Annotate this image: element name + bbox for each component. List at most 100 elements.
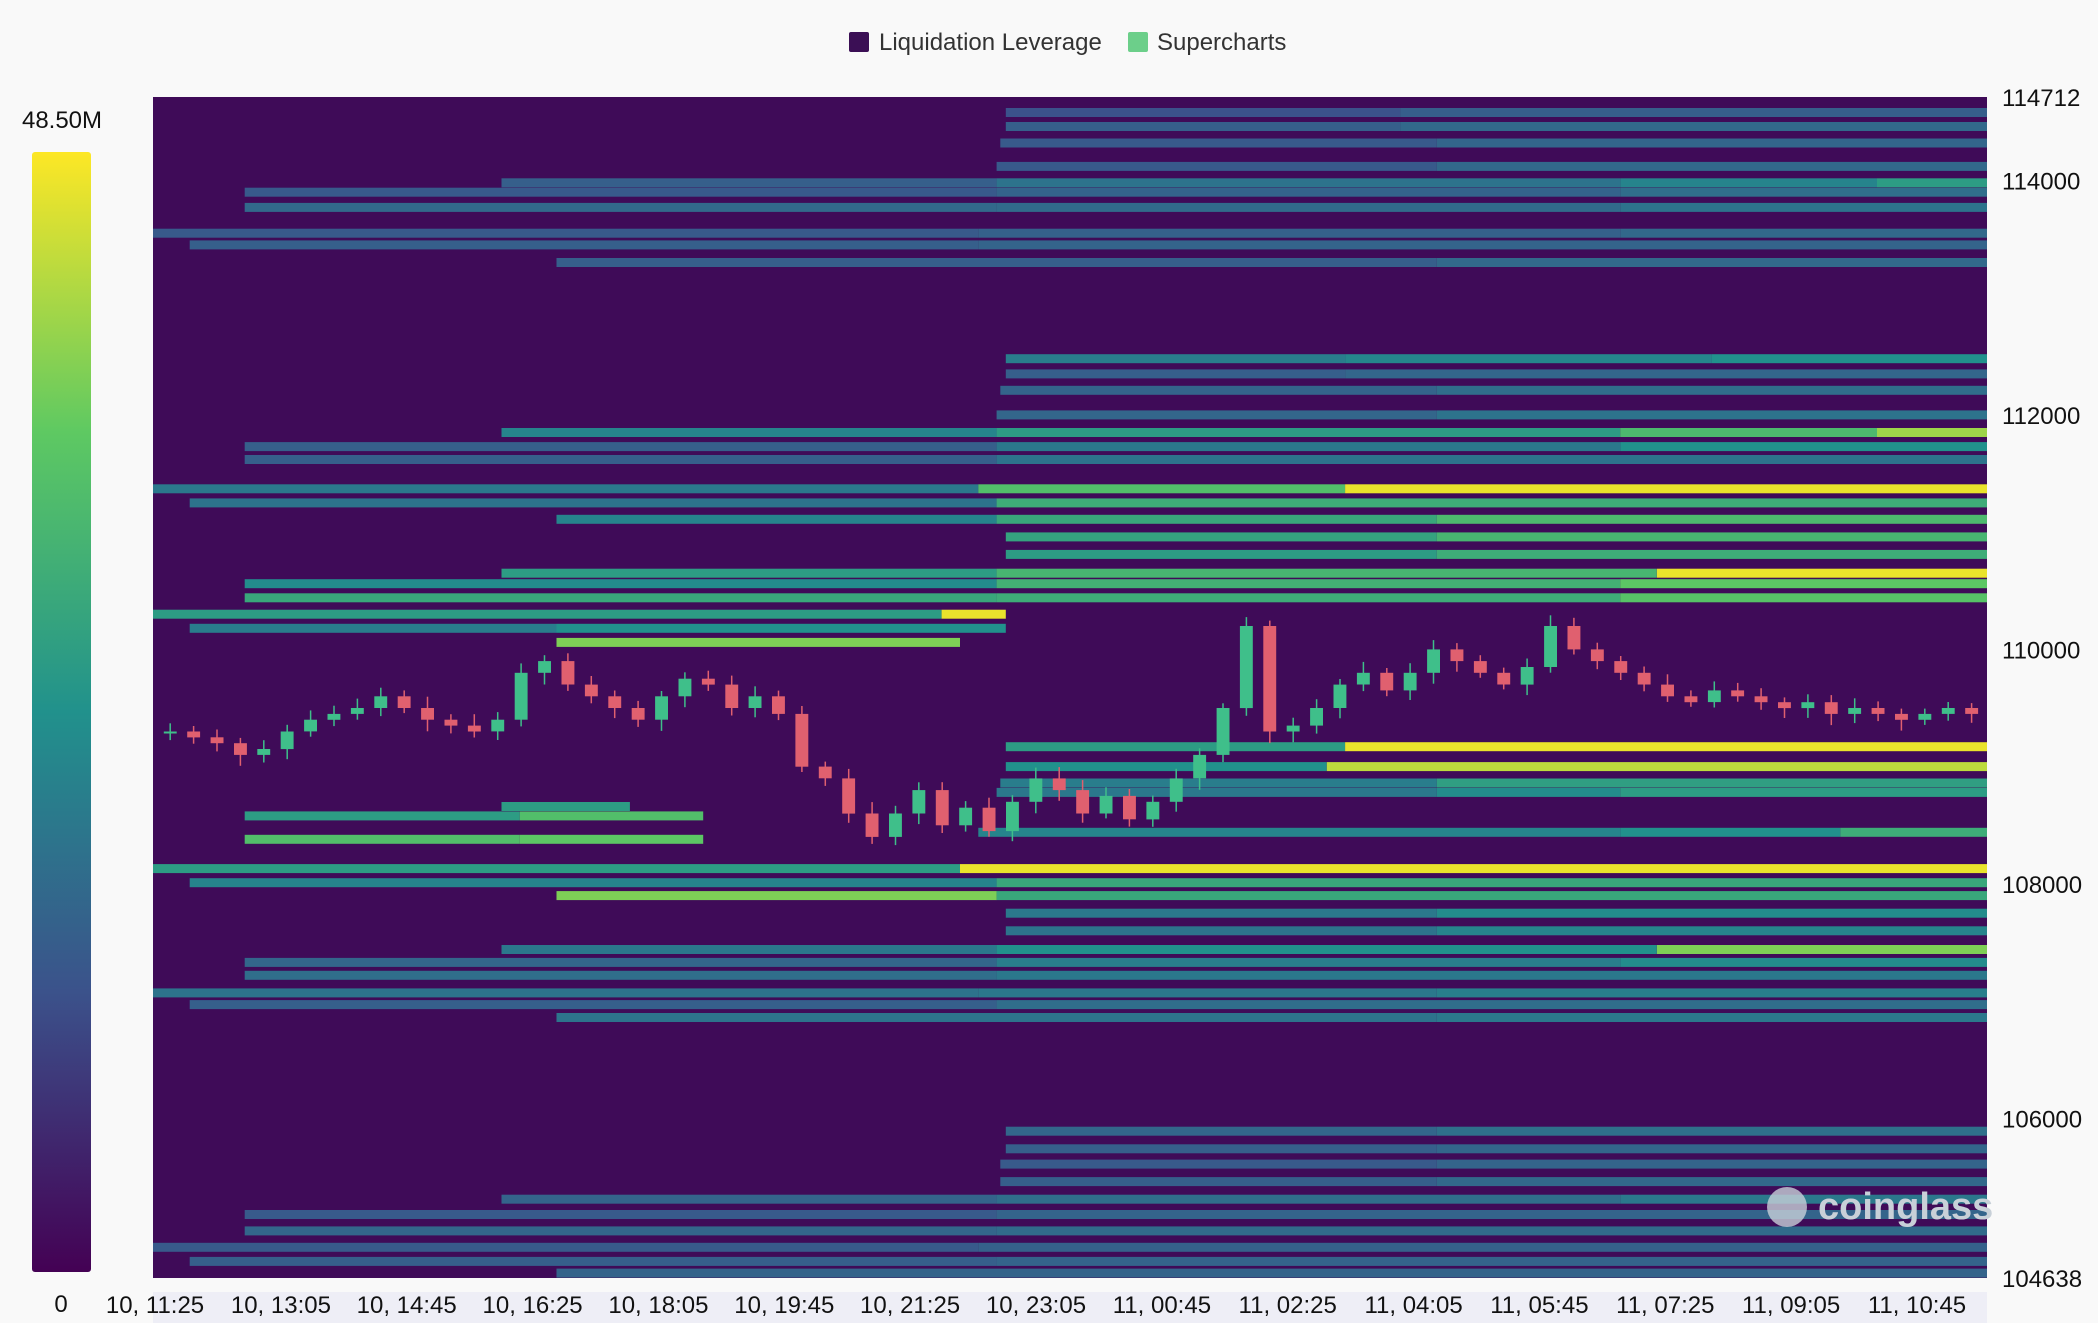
heatmap-band-segment [996, 593, 1621, 603]
candle-body [1614, 661, 1628, 673]
heatmap-background [153, 97, 1987, 1278]
heatmap-band-segment [1005, 532, 1437, 542]
candle-body [1427, 649, 1440, 673]
candle-body [1754, 696, 1768, 703]
heatmap-band-segment [1436, 787, 1621, 797]
heatmap-band-segment [1436, 926, 1987, 936]
candle-body [1848, 708, 1862, 714]
heatmap-band-segment [189, 1256, 997, 1266]
candle-body [1801, 702, 1815, 709]
candle-body [1052, 778, 1066, 791]
heatmap-band-segment [996, 957, 1621, 967]
candle-body [374, 696, 388, 708]
candle-body [210, 737, 224, 744]
heatmap-band-segment [244, 1210, 997, 1219]
y-tick-label: 112000 [2002, 403, 2080, 430]
candle-body [795, 713, 809, 767]
heatmap-band-segment [978, 827, 1621, 837]
candle-body [1333, 684, 1347, 708]
heatmap-band-segment [1436, 1177, 1987, 1187]
candle-body [1895, 713, 1908, 720]
heatmap-band-segment [1005, 742, 1346, 752]
candle-body [514, 672, 528, 720]
candle-body [1310, 708, 1323, 726]
heatmap-band-segment [244, 970, 997, 980]
watermark-logo-icon [1767, 1187, 1807, 1227]
heatmap-band-segment [244, 187, 997, 197]
candle-body [280, 731, 294, 750]
candle-body [1661, 684, 1674, 697]
heatmap-band-segment [556, 637, 960, 647]
x-tick-label: 10, 13:05 [231, 1292, 331, 1319]
watermark: coinglass [1767, 1186, 1993, 1228]
heatmap-band-segment [996, 178, 1621, 188]
heatmap-band-segment [996, 187, 1621, 197]
candle-body [1871, 708, 1885, 714]
heatmap-band-segment [244, 1226, 997, 1236]
heatmap-band-segment [501, 568, 997, 578]
candle-body [1778, 702, 1791, 709]
heatmap-band-segment [996, 442, 1621, 452]
candle-body [1473, 661, 1487, 673]
heatmap-band-segment [1400, 122, 1987, 131]
heatmap-band-segment [996, 514, 1437, 524]
heatmap-band-segment [1436, 988, 1987, 998]
heatmap-band-segment [1326, 762, 1987, 772]
heatmap-band-segment [996, 455, 1987, 464]
candle-body [538, 661, 551, 673]
heatmap-band-segment [556, 623, 1006, 633]
candle-body [889, 813, 902, 837]
candle-body [1637, 672, 1651, 685]
heatmap-band-segment [996, 428, 1621, 437]
heatmap-band-segment [189, 1000, 997, 1010]
candle-body [608, 696, 622, 708]
heatmap-band-segment [1000, 778, 1437, 788]
heatmap-band-segment [1436, 532, 1987, 542]
heatmap-band-segment [1620, 442, 1987, 452]
x-tick-label: 10, 23:05 [986, 1292, 1086, 1319]
heatmap-band-segment [1345, 484, 1987, 494]
x-axis: 10, 11:25 10, 13:05 10, 14:45 10, 16:25 10, … [106, 1292, 1966, 1319]
candle-body [1263, 626, 1277, 732]
x-tick-label: 10, 11:25 [106, 1292, 204, 1319]
candle-body [561, 661, 575, 685]
heatmap-band-segment [996, 970, 1987, 980]
heatmap-band-segment [244, 811, 520, 821]
candle-body [1239, 626, 1253, 709]
heatmap-band-segment [1000, 1159, 1437, 1169]
heatmap-band-segment [996, 1256, 1987, 1266]
legend[interactable]: Liquidation Leverage Supercharts [849, 29, 1286, 56]
heatmap-band-segment [1436, 258, 1987, 267]
heatmap-band-segment [556, 891, 997, 901]
heatmap-band-segment [1436, 908, 1987, 918]
heatmap-band-segment [1877, 178, 1987, 188]
heatmap-band-segment [244, 834, 520, 844]
candle-body [1193, 754, 1207, 779]
candle-body [257, 749, 271, 755]
legend-label-supercharts: Supercharts [1157, 29, 1286, 56]
y-axis: 114712 114000 112000 110000 108000 106000 1046… [2002, 85, 2082, 1293]
heatmap-band-segment [996, 568, 1657, 578]
candle-body [327, 713, 341, 720]
legend-item-liquidation-leverage[interactable]: Liquidation Leverage [849, 29, 1102, 56]
candle-body [1941, 708, 1955, 714]
candle-body [935, 790, 949, 826]
candle-body [397, 696, 411, 708]
heatmap-band-segment [996, 498, 1987, 508]
candle-body [842, 778, 856, 814]
heatmap-band-segment [978, 988, 1437, 998]
legend-item-supercharts[interactable]: Supercharts [1128, 29, 1286, 56]
heatmap-band-segment [996, 579, 1621, 589]
heatmap-band-segment [519, 811, 704, 821]
candle-body [1146, 801, 1160, 820]
heatmap-band-segment [189, 878, 997, 888]
candle-body [748, 696, 762, 708]
heatmap-band-segment [153, 484, 979, 494]
heatmap-band-segment [996, 1210, 1987, 1219]
heatmap-band-segment [1345, 742, 1987, 752]
heatmap-band-segment [996, 891, 1987, 901]
heatmap-band-segment [1436, 1144, 1987, 1154]
heatmap-band-segment [501, 945, 997, 954]
heatmap-band-segment [1436, 161, 1987, 171]
heatmap-band-segment [244, 202, 997, 212]
